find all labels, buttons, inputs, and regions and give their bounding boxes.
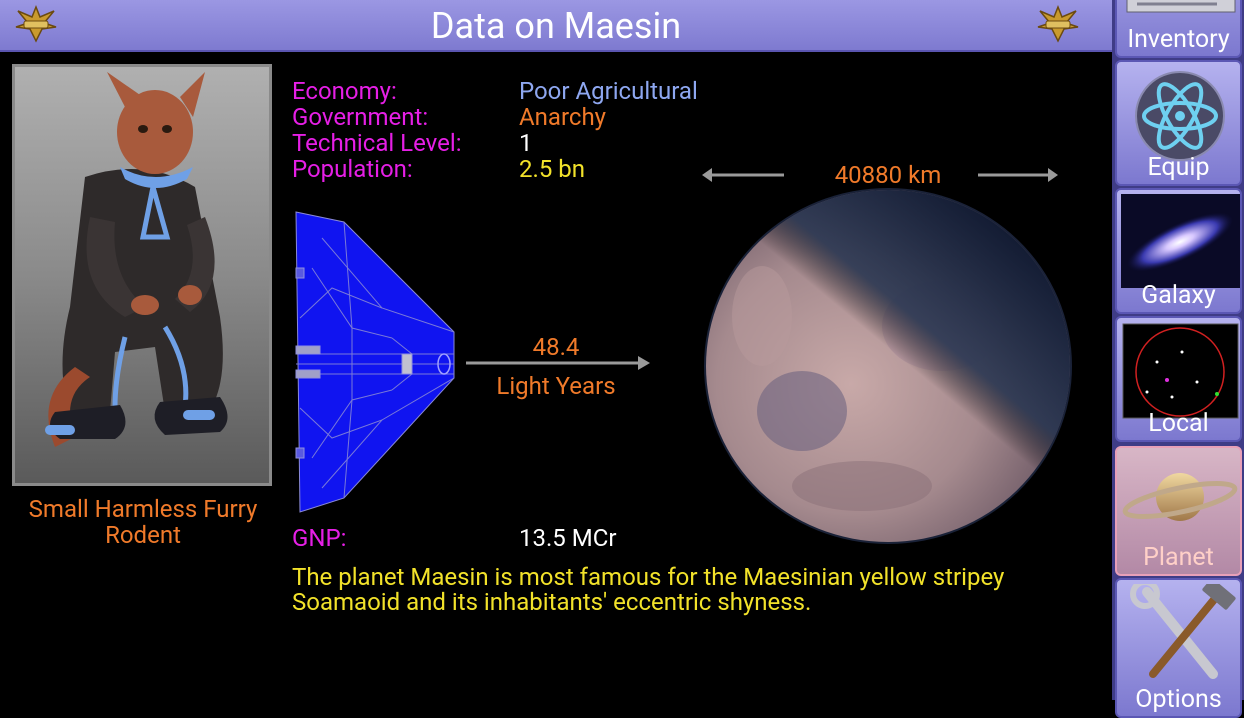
government-value: Anarchy — [519, 103, 607, 131]
nav-planet-button[interactable]: Planet — [1115, 446, 1242, 576]
nav-label: Galaxy — [1141, 281, 1216, 310]
nav-galaxy-button[interactable]: Galaxy — [1115, 188, 1242, 314]
population-label: Population: — [292, 155, 413, 183]
economy-label: Economy: — [292, 77, 397, 105]
nav-local-button[interactable]: Local — [1115, 316, 1242, 442]
planet-image — [704, 188, 1072, 544]
diameter-arrows-icon — [702, 168, 1058, 182]
ship-schematic — [295, 211, 455, 513]
gnp-label: GNP: — [292, 524, 347, 552]
planet-description: The planet Maesin is most famous for the… — [292, 563, 1005, 616]
nav-inventory-button[interactable]: Inventory — [1115, 0, 1242, 58]
population-value: 2.5 bn — [519, 155, 585, 183]
galaxy-icon — [1121, 194, 1240, 288]
inhabitant-description: Small Harmless Furry Rodent — [28, 495, 258, 549]
inhabitant-portrait — [12, 64, 272, 486]
economy-value: Poor Agricultural — [519, 77, 698, 105]
planet-diameter: 40880 km — [834, 161, 942, 189]
nav-label: Equip — [1147, 153, 1210, 182]
nav-label: Inventory — [1127, 25, 1230, 54]
page-title: Data on Maesin — [430, 5, 682, 47]
navigation-sidebar: Inventory Equip Galaxy — [1112, 0, 1244, 718]
nav-label: Local — [1148, 409, 1209, 438]
distance-value: 48.4 — [532, 333, 580, 361]
gnp-value: 13.5 MCr — [519, 524, 617, 552]
planet-icon — [1122, 473, 1238, 521]
nav-equip-button[interactable]: Equip — [1115, 60, 1242, 186]
local-chart-icon — [1122, 323, 1239, 419]
wrench-hammer-icon — [1130, 584, 1236, 679]
rodent-image — [15, 67, 269, 483]
tech-level-label: Technical Level: — [292, 129, 462, 157]
government-label: Government: — [292, 103, 429, 131]
nav-options-button[interactable]: Options — [1115, 578, 1242, 718]
planet-data-screen: Data on Maesin — [0, 0, 1112, 616]
distance-unit: Light Years — [496, 372, 616, 400]
inventory-icon — [1126, 0, 1236, 13]
nav-label: Planet — [1143, 543, 1214, 572]
tech-level-value: 1 — [519, 129, 533, 157]
emblem-icon — [15, 4, 57, 43]
nav-label: Options — [1135, 685, 1222, 714]
emblem-icon — [1037, 4, 1079, 43]
distance-arrow-icon — [466, 356, 650, 370]
header-bar: Data on Maesin — [0, 0, 1112, 52]
atom-icon — [1135, 71, 1225, 161]
